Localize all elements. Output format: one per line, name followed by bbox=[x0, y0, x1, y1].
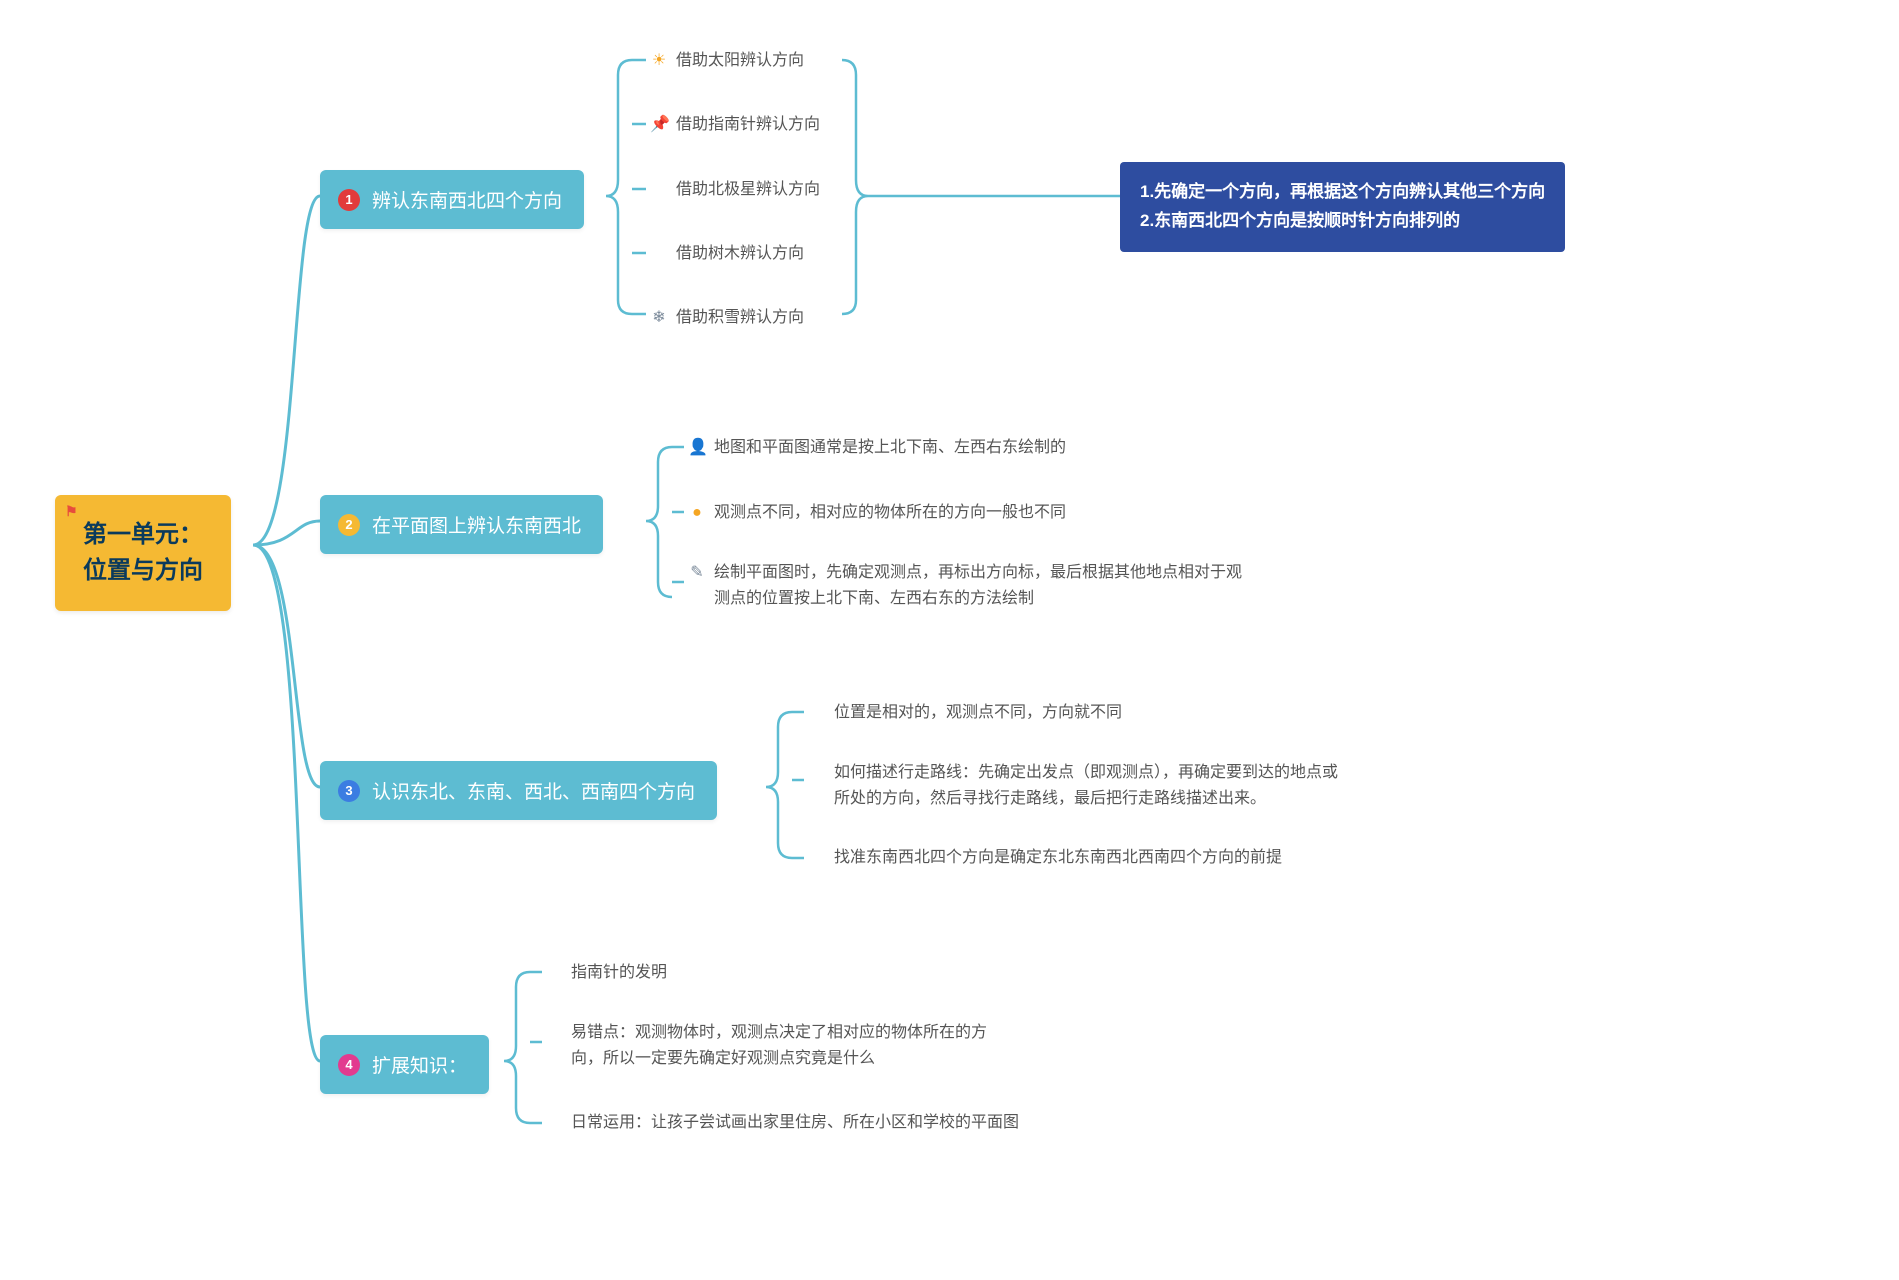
leaf-1-3-text: 借助北极星辨认方向 bbox=[676, 177, 820, 203]
badge-2: 2 bbox=[338, 514, 360, 536]
flag-icon: ⚑ bbox=[65, 501, 78, 522]
leaf-3-2-text: 如何描述行走路线：先确定出发点（即观测点），再确定要到达的地点或所处的方向，然后… bbox=[834, 760, 1348, 811]
leaf-2-3: ✎ 绘制平面图时，先确定观测点，再标出方向标，最后根据其他地点相对于观测点的位置… bbox=[688, 560, 1248, 611]
connector-svg bbox=[0, 0, 1899, 1280]
note-line2: 2.东南西北四个方向是按顺时针方向排列的 bbox=[1140, 207, 1545, 236]
leaf-2-3-text: 绘制平面图时，先确定观测点，再标出方向标，最后根据其他地点相对于观测点的位置按上… bbox=[714, 560, 1248, 611]
root-node[interactable]: ⚑ 第一单元： 位置与方向 bbox=[55, 495, 231, 611]
pin-icon: 📌 bbox=[650, 112, 668, 138]
branch-2-label: 在平面图上辨认东南西北 bbox=[372, 511, 581, 538]
leaf-4-1-text: 指南针的发明 bbox=[571, 960, 667, 986]
leaf-3-3: 找准东南西北四个方向是确定东北东南西北西南四个方向的前提 bbox=[808, 845, 1282, 871]
leaf-2-2: ● 观测点不同，相对应的物体所在的方向一般也不同 bbox=[688, 500, 1066, 526]
leaf-3-1: 位置是相对的，观测点不同，方向就不同 bbox=[808, 700, 1122, 726]
leaf-1-3: 借助北极星辨认方向 bbox=[650, 177, 820, 203]
leaf-3-3-text: 找准东南西北四个方向是确定东北东南西北西南四个方向的前提 bbox=[834, 845, 1282, 871]
note-line1: 1.先确定一个方向，再根据这个方向辨认其他三个方向 bbox=[1140, 178, 1545, 207]
leaf-4-2-text: 易错点：观测物体时，观测点决定了相对应的物体所在的方向，所以一定要先确定好观测点… bbox=[571, 1020, 1005, 1071]
leaf-2-1-text: 地图和平面图通常是按上北下南、左西右东绘制的 bbox=[714, 435, 1066, 461]
leaf-4-3: 日常运用：让孩子尝试画出家里住房、所在小区和学校的平面图 bbox=[545, 1110, 1019, 1136]
leaf-3-1-text: 位置是相对的，观测点不同，方向就不同 bbox=[834, 700, 1122, 726]
info-icon: ● bbox=[688, 500, 706, 526]
branch-3-label: 认识东北、东南、西北、西南四个方向 bbox=[372, 777, 695, 804]
leaf-1-4: 借助树木辨认方向 bbox=[650, 241, 804, 267]
badge-1: 1 bbox=[338, 189, 360, 211]
root-line1: 第一单元： bbox=[83, 517, 203, 553]
leaf-1-1-text: 借助太阳辨认方向 bbox=[676, 48, 804, 74]
leaf-2-2-text: 观测点不同，相对应的物体所在的方向一般也不同 bbox=[714, 500, 1066, 526]
note-box: 1.先确定一个方向，再根据这个方向辨认其他三个方向 2.东南西北四个方向是按顺时… bbox=[1120, 162, 1565, 252]
leaf-1-2: 📌 借助指南针辨认方向 bbox=[650, 112, 820, 138]
branch-node-2[interactable]: 2 在平面图上辨认东南西北 bbox=[320, 495, 603, 554]
branch-node-1[interactable]: 1 辨认东南西北四个方向 bbox=[320, 170, 584, 229]
leaf-4-1: 指南针的发明 bbox=[545, 960, 667, 986]
pencil-icon: ✎ bbox=[688, 560, 706, 586]
leaf-1-1: ☀ 借助太阳辨认方向 bbox=[650, 48, 804, 74]
leaf-4-3-text: 日常运用：让孩子尝试画出家里住房、所在小区和学校的平面图 bbox=[571, 1110, 1019, 1136]
leaf-2-1: 👤 地图和平面图通常是按上北下南、左西右东绘制的 bbox=[688, 435, 1066, 461]
snow-icon: ❄ bbox=[650, 305, 668, 331]
leaf-1-5: ❄ 借助积雪辨认方向 bbox=[650, 305, 804, 331]
badge-4: 4 bbox=[338, 1054, 360, 1076]
leaf-1-2-text: 借助指南针辨认方向 bbox=[676, 112, 820, 138]
leaf-1-5-text: 借助积雪辨认方向 bbox=[676, 305, 804, 331]
leaf-3-2: 如何描述行走路线：先确定出发点（即观测点），再确定要到达的地点或所处的方向，然后… bbox=[808, 760, 1348, 811]
branch-1-label: 辨认东南西北四个方向 bbox=[372, 186, 562, 213]
branch-4-label: 扩展知识： bbox=[372, 1051, 467, 1078]
branch-node-4[interactable]: 4 扩展知识： bbox=[320, 1035, 489, 1094]
root-line2: 位置与方向 bbox=[83, 553, 203, 589]
branch-node-3[interactable]: 3 认识东北、东南、西北、西南四个方向 bbox=[320, 761, 717, 820]
leaf-1-4-text: 借助树木辨认方向 bbox=[676, 241, 804, 267]
person-icon: 👤 bbox=[688, 435, 706, 461]
badge-3: 3 bbox=[338, 780, 360, 802]
sun-icon: ☀ bbox=[650, 48, 668, 74]
leaf-4-2: 易错点：观测物体时，观测点决定了相对应的物体所在的方向，所以一定要先确定好观测点… bbox=[545, 1020, 1005, 1071]
